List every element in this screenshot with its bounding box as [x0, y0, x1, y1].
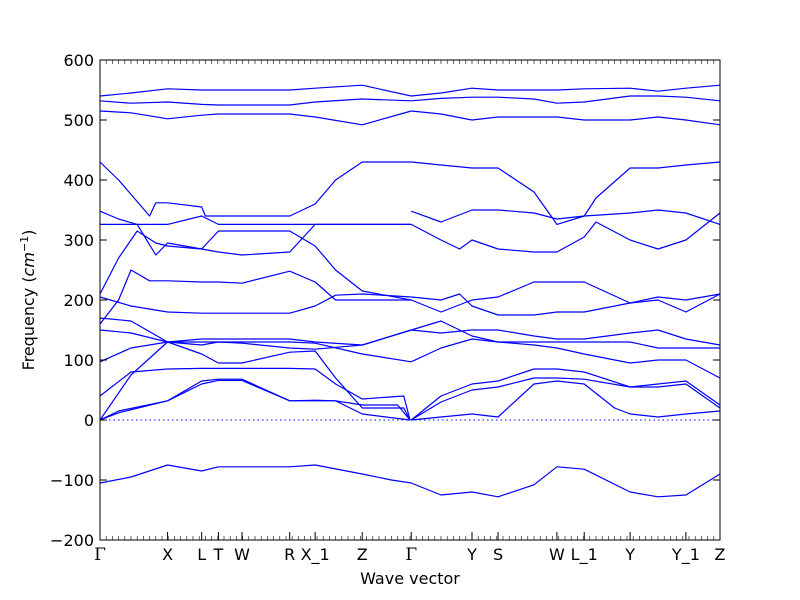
y-tick-label: 300: [63, 231, 94, 250]
y-tick-label: 500: [63, 111, 94, 130]
x-tick-label: W: [234, 545, 250, 564]
x-tick-label: Γ: [94, 545, 106, 565]
band-line-4: [99, 367, 411, 421]
x-tick-label: X_1: [301, 545, 330, 565]
band-line-24: [411, 281, 721, 313]
x-axis-ticks: Γ X L T W R X_1 Z Γ Y S W L_1 Y Y_1 Z: [94, 532, 726, 565]
band-line-30: [411, 95, 721, 104]
y-axis-ticks: −200 −100 0 100 200 300 400 500 600: [50, 51, 720, 550]
y-axis-title-open-paren: (: [19, 276, 38, 287]
band-line-14: [99, 161, 412, 217]
band-line-31: [411, 84, 721, 97]
band-line-3: [99, 379, 411, 421]
band-line-15: [99, 110, 412, 126]
y-tick-label: 400: [63, 171, 94, 190]
x-tick-label: T: [213, 545, 224, 564]
x-tick-label: Y_1: [671, 545, 700, 565]
band-line-23: [411, 329, 721, 346]
x-tick-label: S: [493, 545, 503, 564]
y-tick-label: 0: [84, 411, 94, 430]
y-tick-label: 600: [63, 51, 94, 70]
band-line-19: [410, 377, 721, 421]
band-line-16: [99, 98, 412, 106]
band-line-21: [410, 338, 721, 379]
band-line-29: [411, 110, 721, 126]
band-line-13: [99, 210, 412, 225]
x-tick-label: R: [284, 545, 295, 564]
y-tick-label: −200: [50, 531, 94, 550]
x-tick-label: X: [162, 545, 173, 564]
band-line-17: [99, 84, 412, 97]
y-tick-label: 200: [63, 291, 94, 310]
band-line-11: [99, 230, 412, 301]
series-group: [99, 84, 721, 498]
y-tick-label: −100: [50, 471, 94, 490]
band-line-8: [99, 317, 412, 350]
band-line-18: [411, 380, 721, 421]
x-tick-label: Y: [624, 545, 635, 564]
x-axis-title: Wave vector: [360, 569, 460, 588]
band-line-28: [411, 161, 721, 225]
x-tick-label: Z: [357, 545, 368, 564]
x-tick-label: Z: [715, 545, 726, 564]
band-line-1: [99, 464, 721, 498]
x-tick-label: Y: [466, 545, 477, 564]
band-line-7: [99, 329, 412, 346]
band-line-20: [410, 368, 721, 421]
band-line-5: [99, 341, 411, 421]
y-axis-title-close-paren: ): [19, 230, 38, 236]
y-axis-title-unit-exp: −1: [18, 236, 31, 252]
y-axis-title: Frequency (cm−1): [18, 230, 38, 371]
band-line-25: [411, 293, 721, 316]
y-tick-label: 100: [63, 351, 94, 370]
band-line-9: [99, 269, 412, 325]
band-line-27: [411, 209, 721, 225]
x-tick-label: L: [197, 545, 206, 564]
x-tick-label: Γ: [405, 545, 417, 565]
band-line-10: [99, 293, 412, 314]
y-axis-title-unit: cm: [19, 252, 38, 276]
x-tick-label: L_1: [571, 545, 598, 565]
band-line-26: [410, 212, 721, 253]
x-tick-label: W: [549, 545, 565, 564]
y-axis-title-text: Frequency: [19, 288, 38, 371]
